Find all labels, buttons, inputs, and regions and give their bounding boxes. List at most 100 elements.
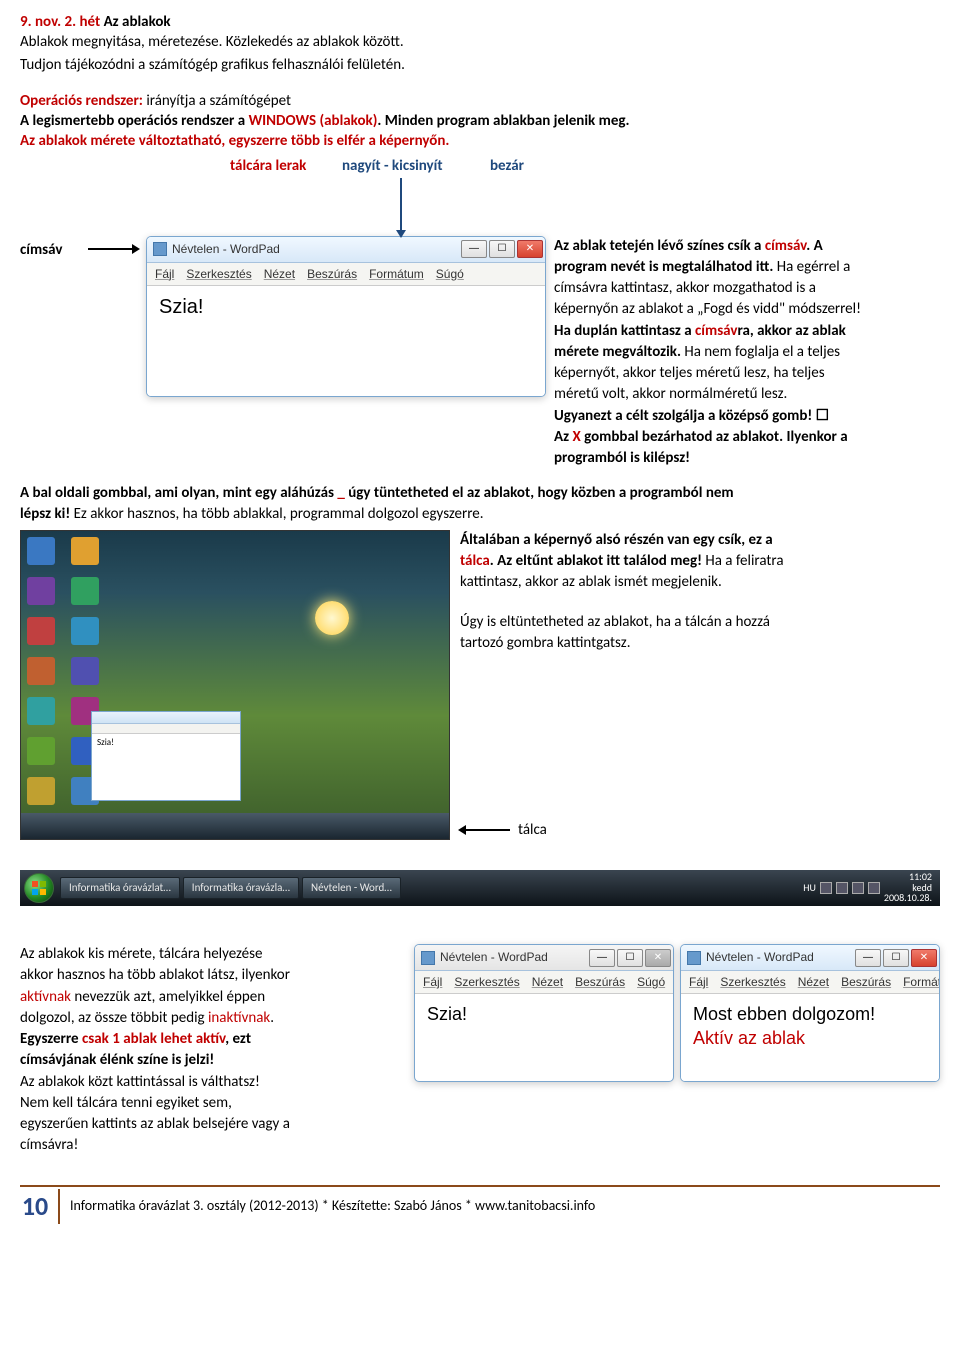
desktop-icon[interactable] (27, 617, 55, 645)
active-window[interactable]: Névtelen - WordPad — ☐ ✕ Fájl Szerkeszté… (680, 944, 940, 1082)
active-body-2: Aktív az ablak (693, 1026, 927, 1050)
r-p5a: Ha duplán kattintasz a (554, 322, 695, 340)
b-p6: címsávjának élénk színe is jelzi! (20, 1050, 400, 1070)
menu-view[interactable]: Nézet (532, 974, 563, 990)
tray-icon[interactable] (836, 882, 848, 894)
arrow-diagram: tálcára lerak nagyít - kicsinyít bezár (20, 156, 940, 246)
desktop-icon[interactable] (27, 697, 55, 725)
menu-format[interactable]: Formátum (369, 266, 424, 282)
m-p1u: _ (337, 484, 344, 502)
system-tray: HU 11:02 kedd 2008.10.28. (803, 872, 936, 904)
window-title: Névtelen - WordPad (706, 949, 855, 965)
tray-icon[interactable] (820, 882, 832, 894)
taskbar-button-2[interactable]: Informatika óravázla… (183, 877, 299, 900)
window-titlebar[interactable]: Névtelen - WordPad — ☐ ✕ (415, 945, 673, 971)
maximize-button[interactable]: ☐ (617, 949, 643, 967)
start-button[interactable] (24, 873, 54, 903)
minimize-explain-1: A bal oldali gombbal, ami olyan, mint eg… (20, 483, 940, 503)
taskbar-label: tálca (518, 820, 547, 840)
intro-line1: Ablakok megnyitása, méretezése. Közleked… (20, 32, 940, 52)
r-p10c: gombbal bezárhatod az ablakot. Ilyenkor … (581, 428, 848, 446)
b-p5a: Egyszerre (20, 1030, 82, 1048)
menu-file[interactable]: Fájl (155, 266, 174, 282)
window-titlebar[interactable]: Névtelen - WordPad — ☐ ✕ (681, 945, 939, 971)
b-p3a: aktívnak (20, 988, 71, 1006)
r-p7: képernyőt, akkor teljes méretű lesz, ha … (554, 363, 940, 383)
b-p8: Nem kell tálcára tenni egyiket sem, (20, 1093, 400, 1113)
inactive-window[interactable]: Névtelen - WordPad — ☐ ✕ Fájl Szerkeszté… (414, 944, 674, 1082)
menu-view[interactable]: Nézet (264, 266, 295, 282)
intro-block: Ablakok megnyitása, méretezése. Közleked… (20, 32, 940, 75)
os-line2: A legismertebb operációs rendszer a WIND… (20, 111, 940, 131)
b-p4b: inaktívnak (208, 1009, 270, 1027)
desktop-icon[interactable] (71, 577, 99, 605)
menu-help[interactable]: Súgó (436, 266, 464, 282)
minimize-button[interactable]: — (589, 949, 615, 967)
b-p9: egyszerűen kattints az ablak belsejére v… (20, 1114, 400, 1134)
desktop-icon[interactable] (71, 617, 99, 645)
window-body[interactable]: Szia! (415, 994, 673, 1064)
menu-format[interactable]: Formátum (903, 974, 940, 990)
os-line3: Az ablakok mérete változtatható, egyszer… (20, 131, 940, 151)
menu-insert[interactable]: Beszúrás (307, 266, 357, 282)
desktop-icon[interactable] (27, 777, 55, 805)
taskbar-explanation: Általában a képernyő alsó részén van egy… (460, 530, 940, 654)
os2-c: . Minden program ablakban jelenik meg. (377, 112, 629, 130)
heading-title: Az ablakok (104, 13, 171, 31)
tray-lang[interactable]: HU (803, 881, 816, 895)
b-p10: címsávra! (20, 1135, 400, 1155)
m-p1b: úgy tüntetheted el az ablakot, hogy közb… (345, 484, 734, 502)
menu-help[interactable]: Súgó (637, 974, 665, 990)
b-p7: Az ablakok közt kattintással is válthats… (20, 1072, 400, 1092)
os2-a: A legismertebb operációs rendszer a (20, 112, 249, 130)
full-taskbar: Informatika óravázlat… Informatika óravá… (20, 870, 940, 906)
titlebar-arrow (88, 248, 138, 250)
menu-edit[interactable]: Szerkesztés (186, 266, 251, 282)
minimize-button[interactable]: — (855, 949, 881, 967)
d-p1b: tálca (460, 552, 490, 570)
tray-icon[interactable] (852, 882, 864, 894)
b-p3b: nevezzük azt, amelyikkel éppen (71, 988, 265, 1006)
desktop-icon[interactable] (27, 737, 55, 765)
wordpad-icon (687, 951, 701, 965)
desktop-icon[interactable] (71, 657, 99, 685)
tray-icon[interactable] (868, 882, 880, 894)
taskbar-button-1[interactable]: Informatika óravázlat… (60, 877, 180, 900)
sun-widget (315, 601, 349, 635)
menu-insert[interactable]: Beszúrás (841, 974, 891, 990)
close-button[interactable]: ✕ (911, 949, 937, 967)
window-menubar: Fájl Szerkesztés Nézet Beszúrás Formátum… (147, 263, 545, 286)
page-footer: 10 Informatika óravázlat 3. osztály (201… (20, 1185, 940, 1224)
footer-text: Informatika óravázlat 3. osztály (2012-2… (70, 1197, 595, 1216)
minimize-explain-2: lépsz ki! Ez akkor hasznos, ha több abla… (20, 504, 940, 524)
r-p8: méretű volt, akkor normálméretű lesz. (554, 384, 940, 404)
desktop-row: Szia! Általában a képernyő alsó részén v… (20, 530, 940, 840)
menu-view[interactable]: Nézet (798, 974, 829, 990)
desktop-icon[interactable] (27, 577, 55, 605)
wordpad-window: Névtelen - WordPad — ☐ ✕ Fájl Szerkeszté… (146, 236, 546, 397)
r-p9: Ugyanezt a célt szolgálja a középső gomb… (554, 406, 940, 426)
r-p11: programból is kilépsz! (554, 448, 940, 468)
maximize-button[interactable]: ☐ (883, 949, 909, 967)
window-body[interactable]: Szia! (147, 286, 545, 396)
desktop-icon[interactable] (27, 657, 55, 685)
window-example-row: címsáv Névtelen - WordPad — ☐ ✕ Fájl Sze… (20, 236, 940, 470)
desktop-icon[interactable] (71, 537, 99, 565)
menu-edit[interactable]: Szerkesztés (720, 974, 785, 990)
window-body[interactable]: Most ebben dolgozom! Aktív az ablak (681, 994, 939, 1081)
b-p2: akkor hasznos ha több ablakot látsz, ily… (20, 965, 400, 985)
page-number: 10 (20, 1189, 60, 1224)
arrow-label-maximize: nagyít - kicsinyít (342, 156, 443, 176)
intro-line2: Tudjon tájékozódni a számítógép grafikus… (20, 55, 940, 75)
os-text: irányítja a számítógépet (143, 92, 291, 110)
close-button[interactable]: ✕ (645, 949, 671, 967)
taskbar-button-3[interactable]: Névtelen - Word… (302, 877, 401, 900)
menu-edit[interactable]: Szerkesztés (454, 974, 519, 990)
desktop-icon[interactable] (27, 537, 55, 565)
b-p4a: dolgozol, az össze többit pedig (20, 1009, 208, 1027)
menu-file[interactable]: Fájl (423, 974, 442, 990)
taskbar-pointer: tálca (460, 820, 940, 840)
menu-file[interactable]: Fájl (689, 974, 708, 990)
two-windows: Névtelen - WordPad — ☐ ✕ Fájl Szerkeszté… (414, 944, 940, 1082)
menu-insert[interactable]: Beszúrás (575, 974, 625, 990)
